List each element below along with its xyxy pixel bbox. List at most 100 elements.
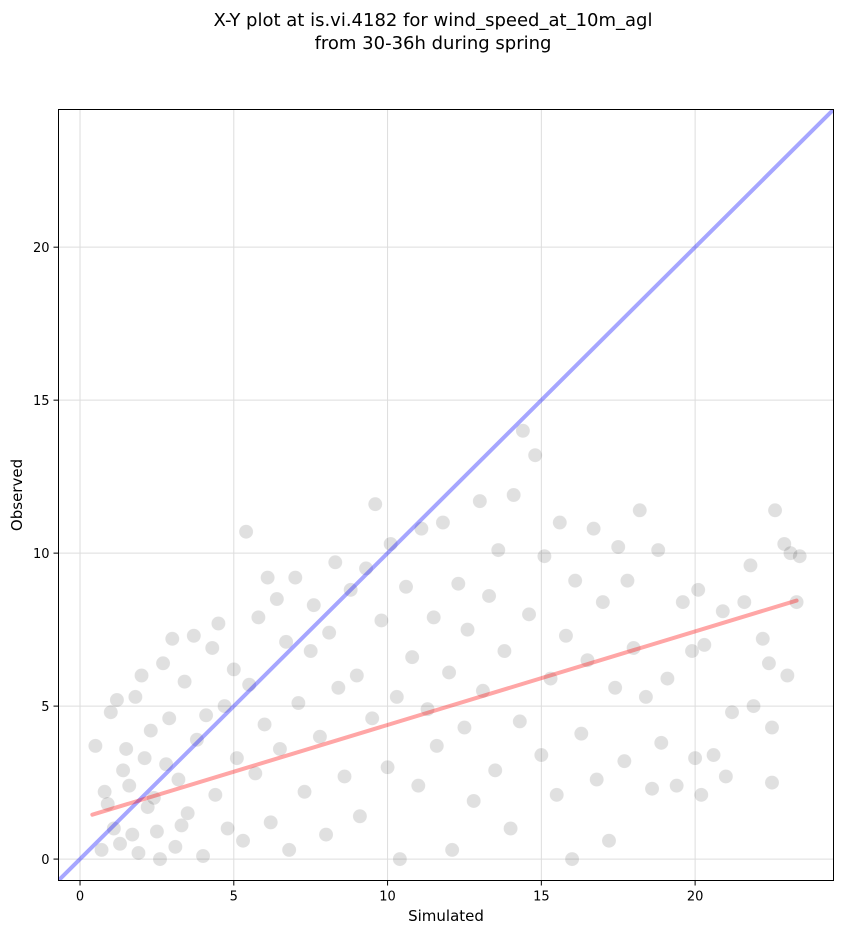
x-tick-label: 15 <box>533 890 550 905</box>
y-tick-label: 20 <box>33 241 50 256</box>
data-point <box>318 827 334 842</box>
data-point <box>358 561 374 576</box>
data-point <box>660 671 675 686</box>
data-point <box>306 597 322 613</box>
data-point <box>189 732 205 748</box>
data-point <box>761 655 777 671</box>
y-tick-label: 5 <box>41 700 49 715</box>
data-point <box>475 683 491 699</box>
x-tick-label: 0 <box>76 890 84 905</box>
data-point <box>580 652 595 668</box>
data-point <box>783 545 798 561</box>
data-point <box>288 570 303 585</box>
reference-lines <box>58 109 834 881</box>
identity-line <box>58 109 834 881</box>
data-point <box>457 720 472 735</box>
data-point <box>398 579 414 595</box>
data-point <box>260 570 275 585</box>
data-point <box>521 607 537 622</box>
data-point <box>693 787 709 803</box>
data-point <box>128 689 143 705</box>
data-point <box>684 643 700 659</box>
data-point <box>146 790 162 806</box>
x-tick-label: 20 <box>687 890 704 905</box>
data-point <box>737 594 752 610</box>
data-point <box>97 784 112 800</box>
data-point <box>435 515 451 530</box>
data-point <box>337 769 352 784</box>
data-point <box>312 729 328 745</box>
y-axis-label: Observed <box>8 459 26 531</box>
data-point <box>644 781 660 797</box>
data-point <box>155 655 171 671</box>
data-point <box>767 502 783 518</box>
data-point <box>131 845 146 861</box>
data-point <box>650 542 666 558</box>
x-axis-label: Simulated <box>408 907 484 925</box>
data-point <box>589 772 604 787</box>
data-point <box>112 836 128 852</box>
data-point <box>226 662 242 677</box>
data-point <box>380 759 395 775</box>
data-point <box>352 808 368 824</box>
data-point <box>789 594 804 610</box>
plot-frame <box>58 109 834 881</box>
data-point <box>466 793 481 809</box>
data-point <box>331 680 346 696</box>
y-tick-label: 15 <box>33 394 50 409</box>
data-point <box>460 622 475 637</box>
data-point <box>168 839 183 855</box>
data-point <box>444 842 460 858</box>
data-point <box>404 649 420 665</box>
data-point <box>269 591 285 607</box>
scatter-points <box>88 423 807 867</box>
data-point <box>743 558 758 573</box>
data-point <box>601 833 617 849</box>
gridlines <box>58 109 834 881</box>
data-point <box>121 778 137 793</box>
data-point <box>503 821 518 836</box>
data-point <box>411 778 426 793</box>
data-point <box>140 799 155 815</box>
data-point <box>327 555 343 570</box>
data-point <box>383 536 398 552</box>
data-point <box>764 720 780 735</box>
data-point <box>697 637 712 653</box>
data-point <box>414 521 429 536</box>
data-point <box>248 766 263 781</box>
data-point <box>617 753 632 769</box>
data-point <box>109 692 125 708</box>
data-point <box>607 680 623 696</box>
data-point <box>303 643 318 659</box>
data-point <box>198 707 214 723</box>
data-point <box>149 824 165 839</box>
data-point <box>780 668 795 683</box>
data-point <box>171 772 186 787</box>
data-point <box>653 735 669 751</box>
data-point <box>251 610 266 625</box>
data-point <box>208 787 223 803</box>
data-point <box>297 784 312 800</box>
data-point <box>638 689 654 705</box>
data-point <box>706 747 721 763</box>
data-point <box>158 756 174 772</box>
data-point <box>281 842 297 858</box>
regression-fit-line <box>90 598 799 817</box>
data-point <box>487 763 503 778</box>
data-point <box>118 741 134 757</box>
data-point <box>106 821 122 836</box>
data-point <box>204 640 220 656</box>
data-point <box>229 750 245 766</box>
data-point <box>481 588 497 604</box>
data-point <box>272 741 288 757</box>
data-point <box>137 750 152 766</box>
data-point <box>143 723 159 738</box>
data-point <box>669 778 684 793</box>
data-point <box>620 573 635 588</box>
data-point <box>497 643 512 659</box>
data-point <box>100 796 116 812</box>
data-point <box>278 634 294 650</box>
data-point <box>429 738 445 754</box>
data-point <box>174 818 189 833</box>
